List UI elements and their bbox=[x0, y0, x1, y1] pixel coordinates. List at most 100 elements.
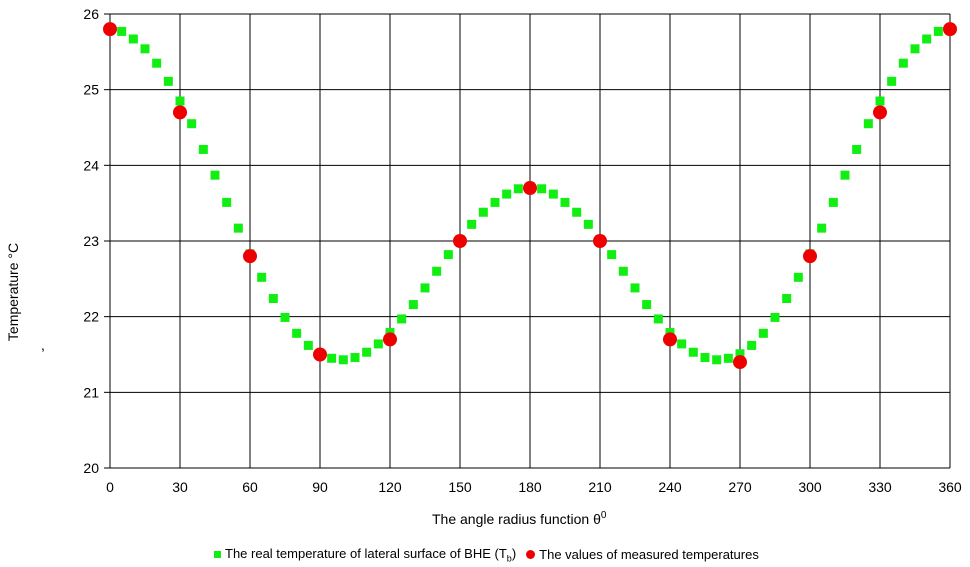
x-tick-label: 270 bbox=[728, 479, 752, 495]
x-tick-label: 240 bbox=[658, 479, 682, 495]
legend-label-real-temperature-text: The real temperature of lateral surface … bbox=[225, 546, 507, 561]
real-temperature-point bbox=[537, 184, 547, 194]
x-tick-label: 150 bbox=[448, 479, 472, 495]
real-temperature-point bbox=[910, 44, 920, 54]
real-temperature-point bbox=[922, 34, 932, 44]
real-temperature-point bbox=[735, 349, 745, 359]
measured-temperature-point bbox=[873, 105, 887, 120]
x-axis-label-text: The angle radius function θ bbox=[432, 511, 601, 527]
x-tick-label: 0 bbox=[106, 479, 114, 495]
real-temperature-point bbox=[362, 347, 372, 357]
real-temperature-point bbox=[642, 300, 652, 310]
real-temperature-point bbox=[128, 34, 138, 44]
real-temperature-point bbox=[467, 219, 477, 229]
square-marker-icon bbox=[214, 551, 221, 559]
y-tick-label: 20 bbox=[83, 460, 99, 476]
real-temperature-point bbox=[723, 353, 733, 363]
y-axis-mark: , bbox=[41, 337, 45, 353]
real-temperature-point bbox=[933, 26, 943, 36]
real-temperature-point bbox=[303, 340, 313, 350]
real-temperature-point bbox=[373, 339, 383, 349]
measured-temperature-point bbox=[103, 22, 117, 37]
real-temperature-point bbox=[572, 207, 582, 217]
real-temperature-point bbox=[513, 184, 523, 194]
x-axis-label: The angle radius function θ0 bbox=[432, 510, 607, 527]
real-temperature-point bbox=[420, 283, 430, 293]
x-tick-label: 120 bbox=[378, 479, 402, 495]
y-tick-label: 22 bbox=[83, 309, 99, 325]
real-temperature-point bbox=[327, 353, 337, 363]
y-tick-labels: 20 21 22 23 24 25 26 bbox=[83, 6, 99, 476]
x-tick-label: 90 bbox=[312, 479, 328, 495]
y-tick-label: 23 bbox=[83, 233, 99, 249]
real-temperature-point bbox=[222, 197, 232, 207]
real-temperature-point bbox=[782, 294, 792, 304]
x-tick-label: 330 bbox=[868, 479, 892, 495]
real-temperature-point bbox=[280, 312, 290, 322]
real-temperature-point bbox=[163, 76, 173, 86]
real-temperature-point bbox=[747, 340, 757, 350]
real-temperature-point bbox=[618, 266, 628, 276]
grid bbox=[104, 13, 951, 469]
real-temperature-point bbox=[187, 119, 197, 129]
y-tick-label: 21 bbox=[83, 384, 99, 400]
measured-temperature-point bbox=[243, 249, 257, 264]
real-temperature-point bbox=[840, 170, 850, 180]
real-temperature-point bbox=[758, 328, 768, 338]
real-temperature-point bbox=[210, 170, 220, 180]
real-temperature-point bbox=[887, 76, 897, 86]
circle-marker-icon bbox=[526, 550, 536, 560]
x-tick-label: 300 bbox=[798, 479, 822, 495]
real-temperature-point bbox=[140, 44, 150, 54]
real-temperature-point bbox=[175, 96, 185, 106]
real-temperature-point bbox=[478, 207, 488, 217]
measured-temperature-point bbox=[523, 181, 537, 196]
real-temperature-point bbox=[490, 197, 500, 207]
measured-temperature-point bbox=[593, 234, 607, 248]
real-temperature-point bbox=[257, 272, 267, 282]
real-temperature-point bbox=[408, 300, 418, 310]
legend-entry-real-temperature: The real temperature of lateral surface … bbox=[214, 546, 516, 564]
real-temperature-point bbox=[653, 314, 663, 324]
legend-label-real-temperature-suffix: ) bbox=[511, 546, 517, 561]
legend-entry-measured: The values of measured temperatures bbox=[526, 547, 759, 562]
real-temperature-point bbox=[502, 189, 512, 199]
real-temperature-point bbox=[443, 250, 453, 260]
real-temperature-point bbox=[268, 294, 278, 304]
x-tick-label: 180 bbox=[518, 479, 542, 495]
y-tick-label: 25 bbox=[83, 82, 99, 98]
real-temperature-point bbox=[350, 353, 360, 363]
x-tick-label: 210 bbox=[588, 479, 612, 495]
real-temperature-point bbox=[397, 314, 407, 324]
real-temperature-point bbox=[560, 197, 570, 207]
x-tick-label: 360 bbox=[938, 479, 962, 495]
real-temperature-point bbox=[607, 250, 617, 260]
real-temperature-point bbox=[583, 219, 593, 229]
real-temperature-point bbox=[688, 347, 698, 357]
data-marks bbox=[103, 22, 957, 370]
real-temperature-point bbox=[712, 355, 722, 365]
real-temperature-point bbox=[198, 144, 208, 154]
real-temperature-point bbox=[852, 144, 862, 154]
measured-temperature-point bbox=[943, 22, 957, 37]
x-tick-labels: 0 30 60 90 120 150 180 210 240 270 300 330 360 bbox=[106, 479, 962, 495]
measured-temperature-point bbox=[663, 332, 677, 347]
real-temperature-point bbox=[863, 119, 873, 129]
y-tick-label: 26 bbox=[83, 6, 99, 22]
real-temperature-point bbox=[292, 328, 302, 338]
real-temperature-point bbox=[817, 223, 827, 233]
real-temperature-point bbox=[828, 197, 838, 207]
real-temperature-point bbox=[677, 339, 687, 349]
measured-temperature-point bbox=[733, 355, 747, 370]
x-axis-label-sup: 0 bbox=[601, 510, 607, 521]
real-temperature-point bbox=[432, 266, 442, 276]
legend-label-real-temperature: The real temperature of lateral surface … bbox=[225, 546, 516, 564]
real-temperature-point bbox=[338, 355, 348, 365]
real-temperature-point bbox=[793, 272, 803, 282]
real-temperature-point bbox=[700, 353, 710, 363]
real-temperature-point bbox=[233, 223, 243, 233]
measured-temperature-point bbox=[173, 105, 187, 120]
y-tick-label: 24 bbox=[83, 157, 99, 173]
measured-temperature-point bbox=[313, 347, 327, 362]
